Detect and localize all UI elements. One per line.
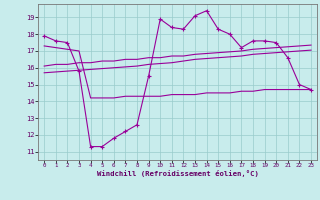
X-axis label: Windchill (Refroidissement éolien,°C): Windchill (Refroidissement éolien,°C) bbox=[97, 170, 259, 177]
